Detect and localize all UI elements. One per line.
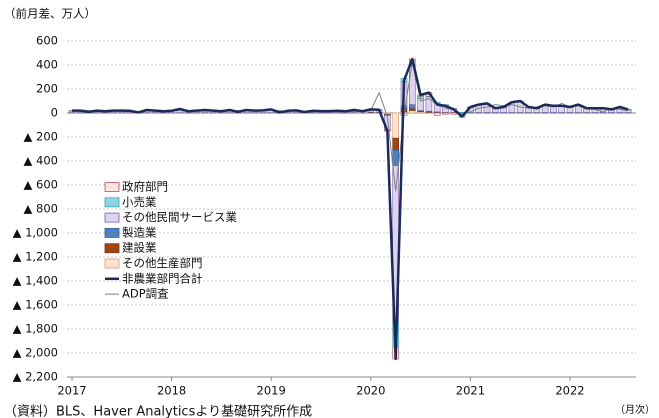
- y-tick-label: ▲ 1,800: [13, 322, 58, 336]
- bar-segment: [417, 95, 424, 99]
- bar-segment: [408, 110, 416, 114]
- y-tick-label: ▲ 800: [24, 202, 58, 216]
- bar-segment: [450, 112, 458, 115]
- y-tick-label: ▲ 400: [24, 154, 58, 168]
- legend-label: 政府部門: [122, 180, 168, 194]
- source-note: （資料）BLS、Haver Analyticsより基礎研究所作成: [4, 405, 312, 418]
- bar-segment: [408, 104, 416, 109]
- bar-segment: [566, 107, 574, 113]
- bar-segment: [392, 112, 400, 139]
- y-tick-label: ▲ 1,600: [13, 298, 58, 312]
- bar-segment: [433, 112, 441, 116]
- legend-label: ADP調査: [122, 287, 169, 301]
- legend-label: その他民間サービス業: [122, 210, 237, 224]
- line-series: [72, 57, 629, 361]
- y-tick-label: ▲ 1,400: [13, 274, 58, 288]
- legend-label: 非農業部門合計: [122, 271, 203, 285]
- y-tick-label: 0: [51, 106, 58, 120]
- x-tick-label: 2021: [456, 384, 485, 398]
- y-tick-label: ▲ 1,200: [13, 250, 58, 264]
- y-tick-label: ▲ 2,000: [13, 346, 58, 360]
- x-tick-label: 2019: [257, 384, 286, 398]
- x-tick-label: 2020: [356, 384, 385, 398]
- x-tick-label: 2017: [57, 384, 86, 398]
- y-tick-label: ▲ 200: [24, 130, 58, 144]
- y-tick-label: ▲ 1,000: [13, 226, 58, 240]
- y-tick-label: 200: [36, 82, 58, 96]
- y-tick-label: 600: [36, 34, 58, 48]
- bar-segment: [442, 112, 449, 115]
- x-unit: （月次）: [615, 403, 655, 416]
- x-tick-label: 2018: [157, 384, 186, 398]
- bar-segment: [392, 149, 400, 167]
- legend-label: 小売業: [122, 195, 157, 209]
- legend-swatch: [104, 258, 120, 269]
- legend-swatch: [104, 197, 120, 208]
- x-tick-label: 2022: [555, 384, 584, 398]
- bar-segment: [392, 137, 400, 151]
- legend-label: その他生産部門: [122, 256, 203, 270]
- y-tick-label: ▲ 2,200: [13, 370, 58, 384]
- legend-swatch: [104, 182, 120, 192]
- legend-swatch: [104, 227, 120, 238]
- y-tick-label: ▲ 600: [24, 178, 58, 192]
- legend-label: 製造業: [122, 225, 157, 239]
- legend-swatch: [104, 212, 120, 223]
- y-axis-label: （前月差、万人）: [4, 7, 96, 21]
- y-tick-label: 400: [36, 58, 58, 72]
- legend-swatch: [104, 243, 120, 254]
- legend-label: 建設業: [122, 241, 157, 255]
- bar-segment: [408, 107, 416, 111]
